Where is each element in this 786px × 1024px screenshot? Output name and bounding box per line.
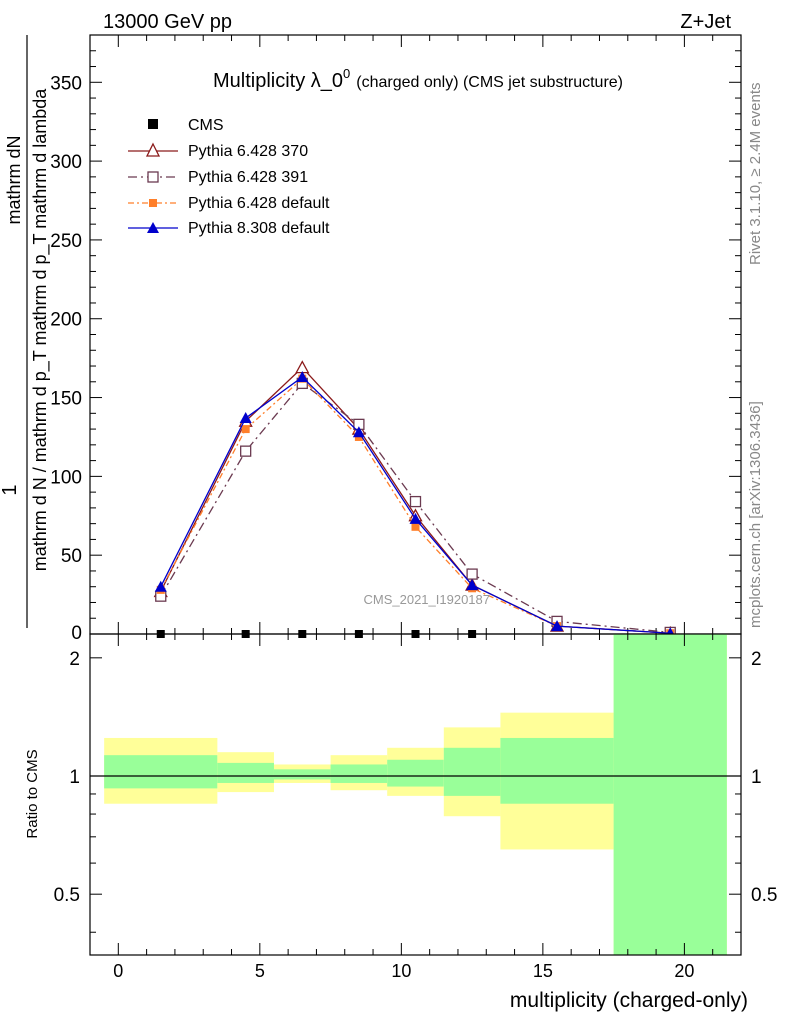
x-tick-label: 15	[533, 961, 553, 981]
main-y-tick-label: 100	[50, 467, 82, 488]
chart-title: Multiplicity λ_00 (charged only) (CMS jet…	[213, 66, 623, 92]
series-point-0	[295, 360, 310, 374]
ratio-ylabel: Ratio to CMS	[24, 749, 41, 838]
legend-marker-s0	[145, 142, 161, 157]
legend-label-s3: Pythia 8.308 default	[188, 220, 330, 237]
header-left: 13000 GeV pp	[103, 11, 232, 33]
ratio-band-green-2	[273, 769, 331, 780]
main-y-tick-label: 50	[61, 546, 82, 567]
title-main: Multiplicity λ_0	[213, 70, 343, 92]
x-tick-label: 20	[674, 961, 694, 981]
legend-label-s1: Pythia 6.428 391	[188, 169, 308, 186]
legend-marker-s2	[149, 199, 157, 207]
x-tick-label: 5	[255, 961, 265, 981]
ratio-y-tick-label: 0.5	[54, 885, 80, 906]
series-point-3	[352, 426, 365, 438]
ratio-band-green-6	[500, 737, 614, 804]
ratio-y-tick-label: 1	[69, 767, 80, 788]
legend-label-s0: Pythia 6.428 370	[188, 143, 308, 160]
main-ylabel-numerator: mathrm dN	[4, 135, 24, 224]
legend: CMS Pythia 6.428 370 Pythia 6.428 391 Py…	[128, 117, 330, 237]
series-point-3	[154, 580, 167, 592]
series-point-1	[409, 495, 422, 508]
series-point-3	[409, 512, 422, 524]
ratio-band-green-3	[330, 764, 388, 783]
ratio-y-tick-label-right: 2	[751, 649, 762, 670]
series-point-3	[296, 371, 309, 383]
series-line-3	[160, 376, 671, 634]
main-ylabel: 1 mathrm dN mathrm d N / mathrm d p_T ma…	[0, 35, 51, 628]
main-panel: 50 100 150 200 250 300 350 0	[50, 34, 742, 644]
title-suffix: (charged only) (CMS jet substructure)	[356, 74, 623, 91]
x-tick-label: 0	[113, 961, 123, 981]
legend-marker-s1	[147, 171, 159, 183]
main-ylabel-denominator: mathrm d N / mathrm d p_T mathrm d p_T m…	[30, 88, 51, 571]
main-y-tick-label: 300	[50, 152, 82, 173]
header-right: Z+Jet	[680, 11, 731, 33]
legend-label-cms: CMS	[188, 117, 224, 134]
series-point-3	[239, 412, 252, 424]
ratio-band-green-1	[217, 762, 274, 783]
legend-marker-cms	[148, 119, 158, 129]
watermark: CMS_2021_I1920187	[364, 592, 491, 607]
svg-text:Multiplicity λ_00(charged only: Multiplicity λ_00 (charged only) (CMS jet…	[213, 66, 623, 92]
series-line-1	[160, 382, 671, 634]
x-axis-label: multiplicity (charged-only)	[510, 989, 748, 1012]
main-y-tick-label: 350	[50, 73, 82, 94]
main-ylabel-prefix: 1	[0, 484, 21, 495]
legend-label-s2: Pythia 6.428 default	[188, 195, 330, 212]
rivet-label: Rivet 3.1.10, ≥ 2.4M events	[747, 83, 764, 266]
main-y-tick-label-zero: 0	[71, 623, 82, 644]
series-point-2	[411, 522, 420, 531]
title-sup: 0	[343, 66, 350, 81]
mcplots-label: mcplots.cern.ch [arXiv:1306.3436]	[747, 401, 764, 628]
ratio-frame	[89, 633, 742, 956]
main-y-tick-label: 250	[50, 231, 82, 252]
ratio-panel: 0 5 10 15 20 0.5 0.5 1 1 2 2	[54, 633, 777, 981]
ratio-band-green-5	[443, 747, 501, 796]
main-y-tick-label: 200	[50, 310, 82, 331]
ratio-band-green-0	[104, 755, 218, 789]
main-y-tick-label: 150	[50, 389, 82, 410]
legend-marker-s3	[147, 222, 159, 233]
series-point-2	[241, 425, 250, 434]
series-point-1	[466, 568, 478, 580]
ratio-y-tick-label-right: 0.5	[751, 885, 777, 906]
ratio-band-green-4	[387, 759, 444, 787]
series-point-3	[551, 620, 564, 632]
ratio-y-tick-label: 2	[69, 649, 80, 670]
ratio-band-green-7	[613, 634, 727, 955]
ratio-y-tick-label-right: 1	[751, 767, 762, 788]
series-point-3	[466, 579, 479, 591]
series-point-1	[240, 445, 252, 457]
x-tick-label: 10	[391, 961, 411, 981]
